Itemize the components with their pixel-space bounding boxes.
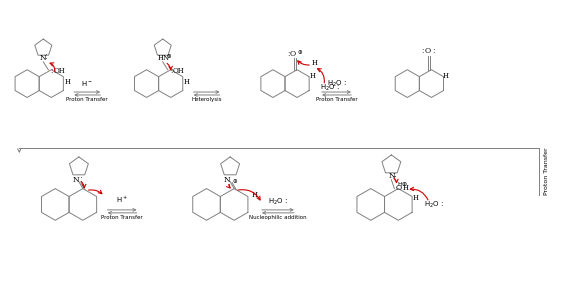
Text: H$\oplus$: H$\oplus$	[397, 180, 408, 188]
Text: H: H	[412, 194, 418, 202]
Text: H$_2$O :: H$_2$O :	[268, 197, 288, 207]
Text: H: H	[64, 78, 70, 86]
Text: :: :	[80, 175, 82, 184]
Text: HN: HN	[158, 54, 170, 62]
Text: N: N	[39, 54, 46, 62]
Text: $\oplus$: $\oplus$	[232, 177, 238, 185]
Text: H$_2$O :: H$_2$O :	[424, 199, 444, 210]
Text: O: O	[395, 184, 401, 192]
Text: H: H	[312, 59, 318, 67]
Text: H: H	[310, 72, 316, 80]
Text: H: H	[184, 78, 190, 86]
Text: H$_2$O :: H$_2$O :	[320, 83, 340, 93]
Text: H: H	[402, 184, 408, 192]
Text: OH: OH	[53, 67, 65, 75]
Text: Proton Transfer: Proton Transfer	[316, 98, 357, 102]
Text: $\oplus$: $\oplus$	[297, 48, 303, 56]
Text: N: N	[73, 176, 79, 184]
Text: H: H	[442, 72, 448, 80]
Text: ..: ..	[392, 172, 397, 178]
Text: Proton Transfer: Proton Transfer	[101, 215, 143, 220]
Text: Nucleophilic addition: Nucleophilic addition	[249, 215, 306, 220]
Text: Heterolysis: Heterolysis	[191, 98, 222, 102]
Text: $\oplus$: $\oplus$	[166, 52, 172, 60]
Text: H$^-$: H$^-$	[81, 79, 93, 88]
Text: :: :	[422, 48, 424, 54]
Text: H: H	[252, 190, 258, 199]
Text: N: N	[224, 176, 230, 184]
Text: O: O	[425, 47, 431, 55]
Text: H$^+$: H$^+$	[116, 195, 128, 206]
Text: :: :	[170, 68, 172, 74]
Text: O: O	[290, 50, 296, 58]
Text: Proton Transfer: Proton Transfer	[66, 98, 108, 102]
Text: H$_2$O :: H$_2$O :	[327, 79, 347, 89]
Text: :: :	[50, 68, 52, 74]
Text: :: :	[433, 48, 435, 54]
Text: Proton Transfer: Proton Transfer	[544, 147, 549, 195]
Text: N: N	[388, 172, 395, 180]
Text: :: :	[43, 52, 48, 61]
Text: :: :	[287, 51, 290, 57]
Text: OH: OH	[173, 67, 184, 75]
